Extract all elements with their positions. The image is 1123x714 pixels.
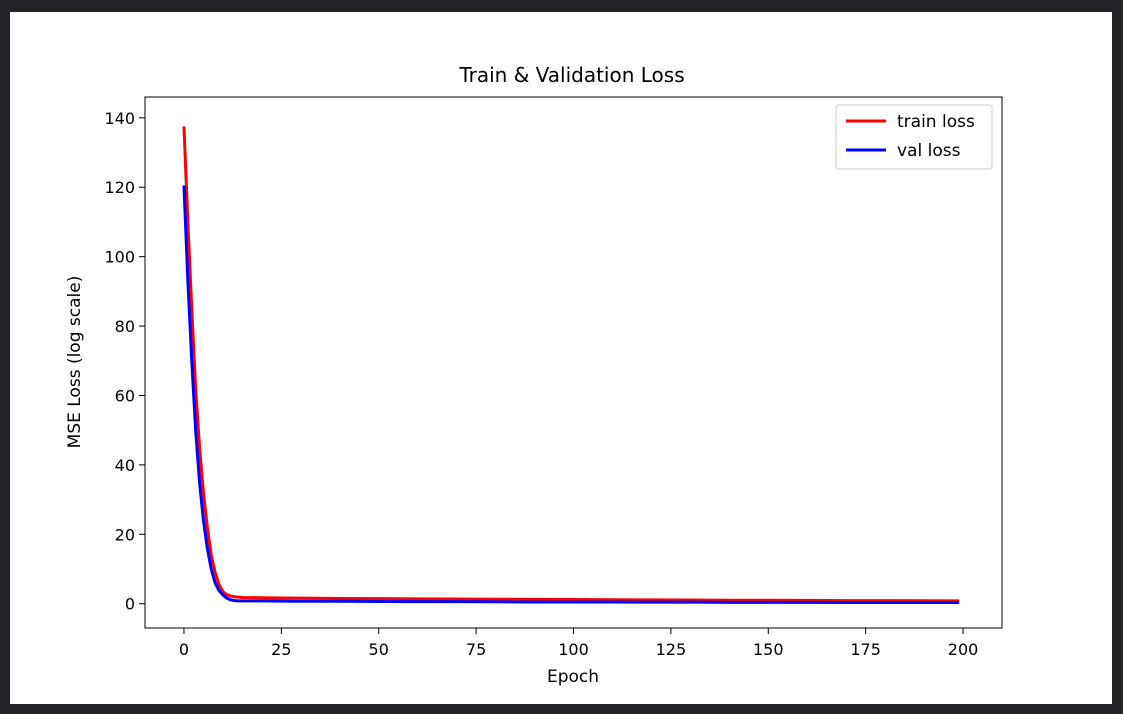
- series-line-val-loss: [182, 185, 960, 604]
- y-tick-label: 60: [115, 386, 135, 405]
- legend: train loss val loss: [835, 104, 993, 170]
- y-tick-label: 20: [115, 525, 135, 544]
- x-tick-label: 150: [753, 640, 784, 659]
- legend-label-val-loss: val loss: [897, 141, 961, 161]
- axes-frame: [144, 96, 1003, 629]
- x-axis-label: Epoch: [547, 667, 599, 687]
- legend-label-train-loss: train loss: [897, 112, 975, 132]
- x-axis: 0 25 50 75 100 125 150 175 200: [179, 628, 978, 659]
- x-tick-label: 0: [179, 640, 189, 659]
- x-tick-label: 25: [271, 640, 291, 659]
- loss-chart: Train & Validation Loss 0 25 50 75 100 125 150…: [65, 63, 1003, 687]
- y-tick-label: 120: [104, 178, 135, 197]
- y-tick-label: 100: [104, 248, 135, 267]
- series-line-train-loss: [182, 126, 960, 603]
- x-tick-label: 75: [466, 640, 486, 659]
- y-axis: 0 20 40 60 80 100 120 140: [104, 109, 145, 614]
- figure-canvas: Train & Validation Loss 0 25 50 75 100 125 150…: [10, 12, 1112, 704]
- x-tick-label: 125: [656, 640, 687, 659]
- y-tick-label: 80: [115, 317, 135, 336]
- y-tick-label: 0: [125, 595, 135, 614]
- x-tick-label: 100: [558, 640, 589, 659]
- x-tick-label: 50: [369, 640, 389, 659]
- plot-area: 0 25 50 75 100 125 150 175 200 0 20 40 60 80 100 120 14…: [104, 96, 1003, 659]
- y-tick-label: 40: [115, 456, 135, 475]
- chart-title: Train & Validation Loss: [458, 63, 684, 87]
- y-tick-label: 140: [104, 109, 135, 128]
- y-axis-label: MSE Loss (log scale): [65, 276, 85, 449]
- x-tick-label: 175: [850, 640, 881, 659]
- x-tick-label: 200: [948, 640, 979, 659]
